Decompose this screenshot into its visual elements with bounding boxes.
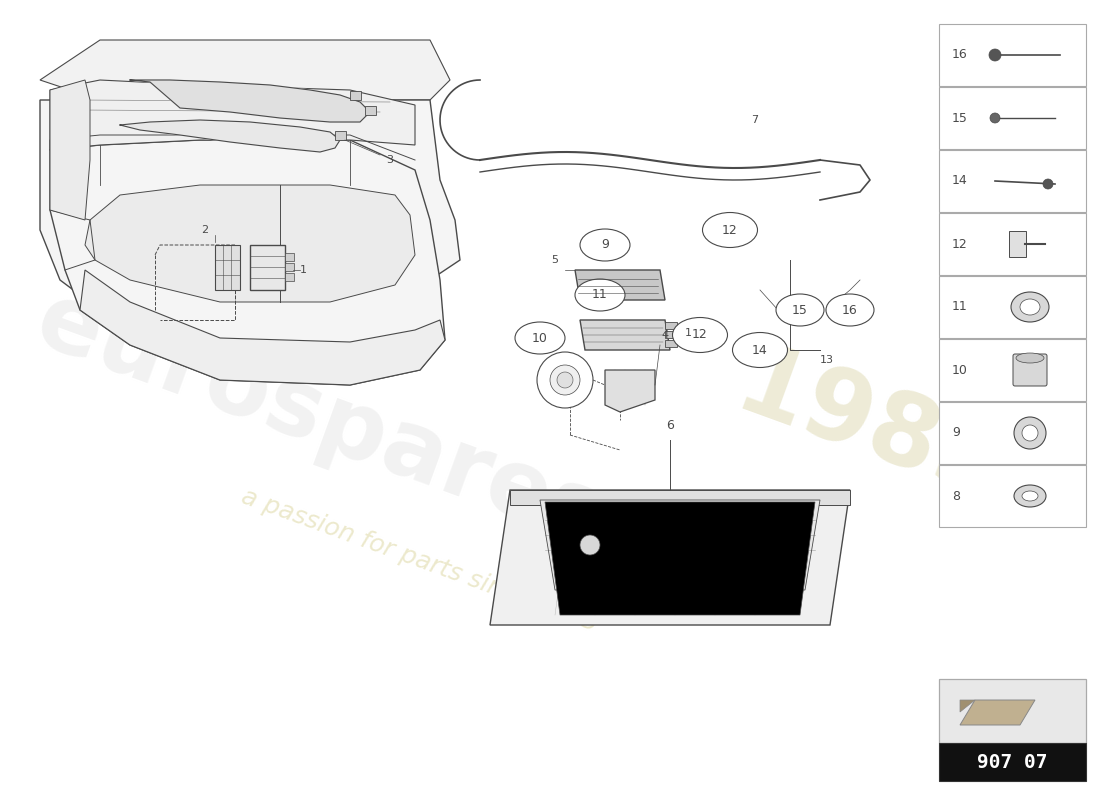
Polygon shape: [960, 700, 1035, 725]
Text: 12: 12: [952, 238, 968, 250]
Ellipse shape: [733, 333, 788, 367]
Text: 10: 10: [952, 363, 968, 377]
Circle shape: [557, 372, 573, 388]
Ellipse shape: [1014, 417, 1046, 449]
Text: 1: 1: [685, 328, 692, 338]
Text: 15: 15: [952, 111, 968, 125]
Text: a passion for parts since 1985: a passion for parts since 1985: [239, 484, 602, 636]
FancyBboxPatch shape: [350, 90, 361, 99]
Polygon shape: [85, 185, 415, 302]
FancyBboxPatch shape: [939, 465, 1086, 527]
Ellipse shape: [1016, 353, 1044, 363]
FancyBboxPatch shape: [285, 253, 294, 261]
Text: 14: 14: [952, 174, 968, 187]
Text: 12: 12: [722, 223, 738, 237]
FancyBboxPatch shape: [664, 340, 678, 347]
Circle shape: [989, 49, 1001, 61]
Ellipse shape: [1011, 292, 1049, 322]
Text: eurospares: eurospares: [23, 274, 616, 566]
Polygon shape: [550, 505, 630, 525]
Circle shape: [572, 527, 608, 563]
Circle shape: [990, 113, 1000, 123]
Ellipse shape: [580, 229, 630, 261]
FancyBboxPatch shape: [664, 322, 678, 330]
FancyBboxPatch shape: [939, 213, 1086, 275]
FancyBboxPatch shape: [285, 262, 294, 270]
Ellipse shape: [1022, 425, 1038, 441]
FancyBboxPatch shape: [939, 276, 1086, 338]
Text: 14: 14: [752, 343, 768, 357]
Ellipse shape: [703, 213, 758, 247]
FancyBboxPatch shape: [334, 130, 345, 139]
FancyBboxPatch shape: [939, 150, 1086, 212]
Text: 16: 16: [952, 49, 968, 62]
Circle shape: [550, 365, 580, 395]
Polygon shape: [510, 490, 850, 505]
Polygon shape: [730, 510, 810, 530]
FancyBboxPatch shape: [939, 87, 1086, 149]
Polygon shape: [130, 80, 370, 122]
Circle shape: [537, 352, 593, 408]
Text: 11: 11: [952, 301, 968, 314]
Text: 16: 16: [843, 303, 858, 317]
Ellipse shape: [1020, 299, 1040, 315]
Text: 1985: 1985: [723, 337, 1018, 523]
Text: 13: 13: [820, 355, 834, 365]
Text: 8: 8: [952, 490, 960, 502]
Polygon shape: [544, 502, 815, 615]
Ellipse shape: [575, 279, 625, 311]
Text: 11: 11: [592, 289, 608, 302]
Text: 12: 12: [692, 329, 708, 342]
Polygon shape: [50, 80, 90, 220]
Text: 3: 3: [386, 155, 394, 165]
Polygon shape: [490, 490, 850, 625]
Ellipse shape: [1014, 485, 1046, 507]
Polygon shape: [580, 320, 670, 350]
Text: 907 07: 907 07: [977, 753, 1047, 771]
Ellipse shape: [1022, 491, 1038, 501]
Text: 6: 6: [667, 419, 674, 432]
Circle shape: [580, 535, 600, 555]
FancyBboxPatch shape: [939, 743, 1086, 781]
FancyBboxPatch shape: [1013, 354, 1047, 386]
Polygon shape: [50, 80, 415, 150]
Ellipse shape: [826, 294, 875, 326]
Ellipse shape: [515, 322, 565, 354]
Polygon shape: [250, 245, 285, 290]
Text: 5: 5: [551, 255, 559, 265]
Polygon shape: [40, 100, 460, 320]
Ellipse shape: [672, 318, 727, 353]
Text: 8: 8: [561, 374, 569, 386]
Text: 15: 15: [792, 303, 807, 317]
Polygon shape: [605, 370, 654, 412]
FancyBboxPatch shape: [285, 273, 294, 281]
FancyBboxPatch shape: [939, 679, 1086, 743]
Text: 1: 1: [300, 265, 307, 275]
Polygon shape: [80, 270, 446, 385]
Polygon shape: [960, 700, 975, 712]
Text: 2: 2: [201, 225, 209, 235]
Polygon shape: [540, 500, 820, 590]
Polygon shape: [40, 40, 450, 100]
Polygon shape: [645, 505, 720, 525]
Text: 4: 4: [661, 330, 669, 340]
FancyBboxPatch shape: [664, 330, 678, 338]
FancyBboxPatch shape: [364, 106, 375, 114]
FancyBboxPatch shape: [939, 24, 1086, 86]
Text: 10: 10: [532, 331, 548, 345]
FancyBboxPatch shape: [939, 402, 1086, 464]
Text: 7: 7: [751, 115, 759, 125]
Ellipse shape: [776, 294, 824, 326]
Polygon shape: [575, 270, 666, 300]
Text: 9: 9: [952, 426, 960, 439]
FancyBboxPatch shape: [1009, 231, 1026, 257]
Polygon shape: [120, 120, 340, 152]
Text: 9: 9: [601, 238, 609, 251]
Polygon shape: [214, 245, 240, 290]
Polygon shape: [50, 140, 446, 385]
Circle shape: [1043, 179, 1053, 189]
FancyBboxPatch shape: [939, 339, 1086, 401]
